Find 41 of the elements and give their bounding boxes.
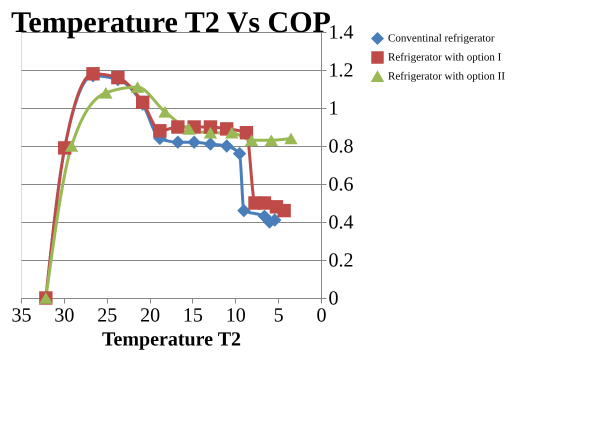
- point: [99, 86, 113, 99]
- x-tick-label: 35: [12, 304, 32, 326]
- y-tick-label: 1: [328, 98, 338, 120]
- point: [237, 204, 251, 218]
- x-axis-title: Temperature T2: [102, 328, 242, 350]
- legend-label: Refrigerator with option II: [388, 70, 506, 82]
- point: [182, 123, 196, 135]
- x-tick-label: 25: [97, 304, 118, 326]
- y-tick-label: 0.4: [328, 212, 354, 234]
- point: [277, 204, 291, 218]
- point: [158, 106, 172, 118]
- x-tick-label: 15: [182, 304, 203, 326]
- point: [225, 126, 239, 139]
- point: [240, 126, 254, 140]
- point: [187, 135, 201, 149]
- x-tick-label: 5: [274, 304, 284, 326]
- x-tick-label: 30: [54, 304, 74, 326]
- point: [204, 137, 218, 151]
- y-tick-label: 1.2: [328, 60, 354, 82]
- point: [153, 124, 167, 138]
- y-tick-label: 0.2: [328, 250, 354, 272]
- point: [171, 135, 185, 149]
- legend-label: Refrigerator with option I: [388, 52, 502, 64]
- point: [204, 126, 218, 139]
- point: [264, 134, 278, 146]
- chart-title: Temperature T2 Vs COP: [11, 6, 331, 39]
- point: [244, 134, 258, 146]
- point: [284, 132, 298, 144]
- y-tick-label: 0.6: [328, 174, 354, 196]
- x-tick-label: 20: [140, 304, 160, 326]
- point: [64, 140, 78, 152]
- y-tick-label: 0: [328, 288, 338, 310]
- y-tick-label: 0.8: [328, 136, 354, 158]
- point: [220, 139, 234, 153]
- point: [171, 120, 185, 134]
- y-tick-label: 1.4: [328, 22, 354, 44]
- point: [258, 196, 272, 210]
- point: [232, 146, 246, 160]
- x-tick-label: 10: [226, 304, 246, 326]
- point: [130, 81, 144, 93]
- legend-label: Conventinal refrigerator: [388, 32, 495, 44]
